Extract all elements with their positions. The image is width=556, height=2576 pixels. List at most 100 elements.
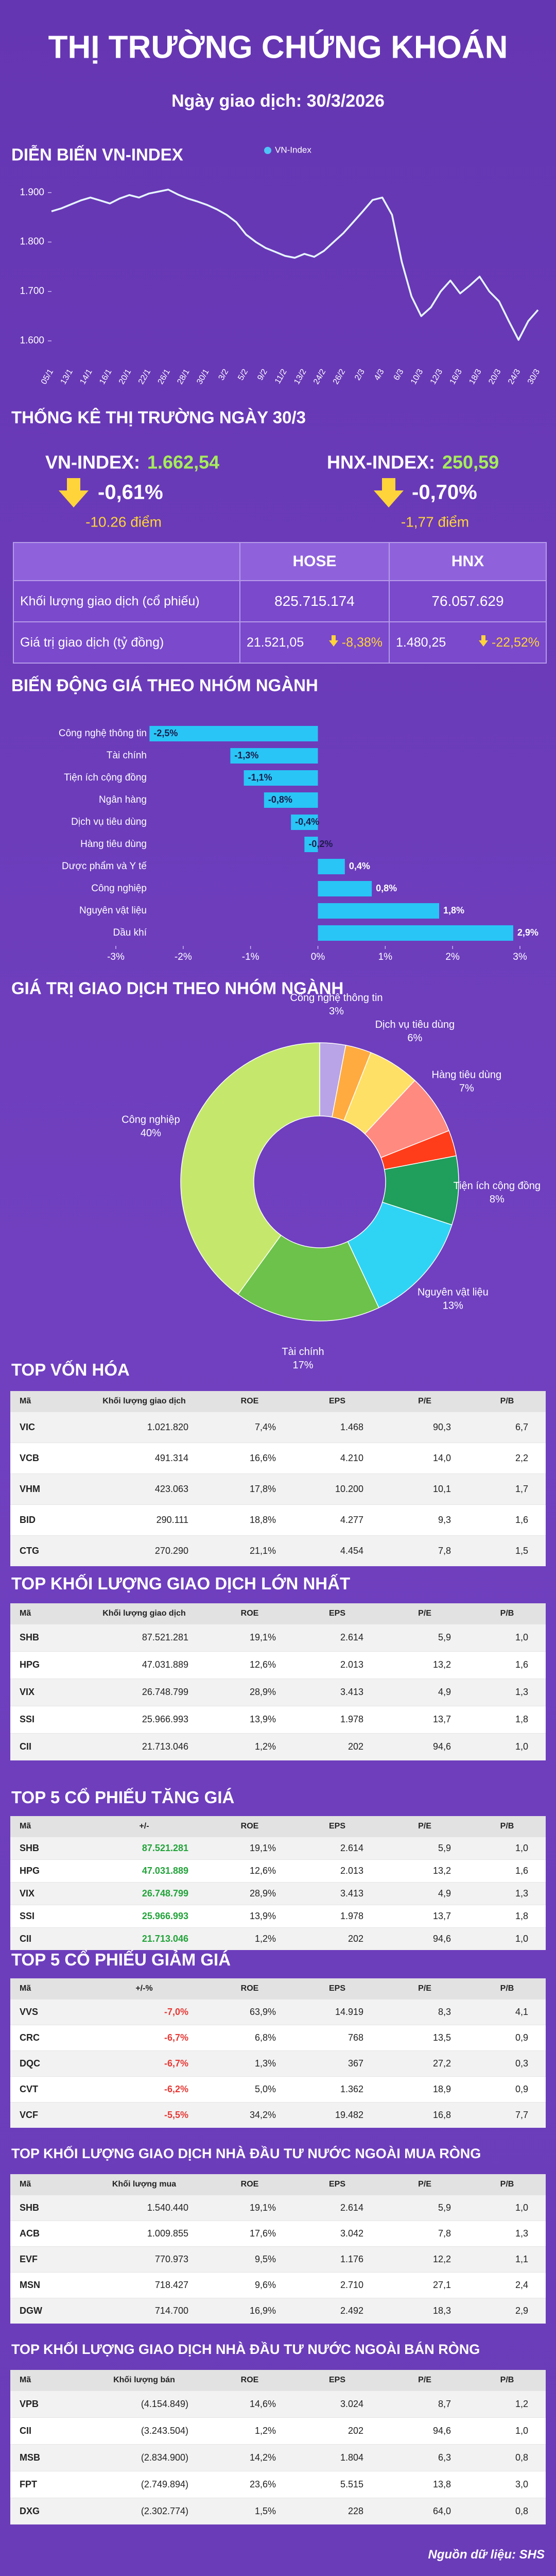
cell-change: -8,38% <box>328 635 383 650</box>
table-cell: 14.919 <box>293 1998 381 2025</box>
cell: 1.480,25 -22,52% <box>389 621 547 664</box>
table-cell: 290.111 <box>82 1504 206 1535</box>
x-tick-label: 3/2 <box>217 368 230 382</box>
table-cell: 1,8 <box>468 1705 546 1733</box>
table-cell: 2.614 <box>293 1623 381 1651</box>
x-tick-label: 13/1 <box>59 368 75 386</box>
table-cell: VHM <box>10 1473 82 1504</box>
bar <box>244 770 318 786</box>
table-cell: VVS <box>10 1998 82 2025</box>
table-cell: 18,8% <box>206 1504 293 1535</box>
column-header: Khối lượng mua <box>82 2174 206 2195</box>
value-label: -1,3% <box>234 750 258 760</box>
table-cell: 14,6% <box>206 2390 293 2417</box>
table-cell: 1,1 <box>468 2246 546 2272</box>
table-cell: 1,0 <box>468 2194 546 2221</box>
bar <box>318 903 439 919</box>
column-header: EPS <box>293 1603 381 1624</box>
column-header: HOSE <box>239 542 390 581</box>
x-tick-label: 11/2 <box>273 368 289 386</box>
table-cell: 1,5 <box>468 1535 546 1566</box>
table-row: VPB (4.154.849) 14,6% 3.024 8,7 1,2 <box>10 2390 546 2417</box>
table-cell: FPT <box>10 2470 82 2498</box>
column-header: EPS <box>293 1978 381 1999</box>
index-label: HNX-INDEX: <box>327 452 435 473</box>
table-cell: 270.290 <box>82 1535 206 1566</box>
table-row: FPT (2.749.894) 23,6% 5.515 13,8 3,0 <box>10 2470 546 2498</box>
index-value: 1.662,54 <box>147 452 219 473</box>
value-label: 2,9% <box>517 927 538 938</box>
index-change-pct: -0,61% <box>98 481 163 504</box>
table-cell: 9,3 <box>381 1504 468 1535</box>
bar <box>264 792 318 808</box>
column-header: +/-% <box>82 1978 206 1999</box>
table-cell: MSB <box>10 2444 82 2471</box>
table-cell: 2.614 <box>293 1836 381 1859</box>
table-cell: CII <box>10 1733 82 1760</box>
x-tick-label: 4/3 <box>373 368 386 382</box>
table-row: DXG (2.302.774) 1,5% 228 64,0 0,8 <box>10 2497 546 2524</box>
table-cell: 13,8 <box>381 2470 468 2498</box>
table-cell: 8,3 <box>381 1998 468 2025</box>
x-tick-label: 0% <box>311 952 325 962</box>
cell-value: 1.480,25 <box>396 635 446 650</box>
table-cell: 1,2% <box>206 2417 293 2444</box>
column-header: ROE <box>206 2174 293 2195</box>
column-header: Mã <box>10 2370 82 2391</box>
table-cell: 47.031.889 <box>82 1651 206 1679</box>
index-change-points: -1,77 điểm <box>401 514 469 530</box>
column-header: Mã <box>10 2174 82 2195</box>
cell-content: 1.480,25 -22,52% <box>396 635 540 650</box>
line-series <box>51 189 539 341</box>
table-cell: 9,6% <box>206 2272 293 2298</box>
table-cell: 94,6 <box>381 2417 468 2444</box>
table-cell: 13,2 <box>381 1651 468 1679</box>
index-change-pct: -0,70% <box>412 481 477 504</box>
table-cell: HPG <box>10 1651 82 1679</box>
table-cell: SHB <box>10 2194 82 2221</box>
column-header: EPS <box>293 1816 381 1837</box>
table-cell: CTG <box>10 1535 82 1566</box>
table-cell: 770.973 <box>82 2246 206 2272</box>
slice-value: 40% <box>141 1128 161 1139</box>
table-cell: 28,9% <box>206 1882 293 1905</box>
table-row: ACB 1.009.855 17,6% 3.042 7,8 1,3 <box>10 2220 546 2246</box>
column-header: P/E <box>381 2174 468 2195</box>
table-row: CII 21.713.046 1,2% 202 94,6 1,0 <box>10 1733 546 1760</box>
table-cell: CRC <box>10 2024 82 2050</box>
slice-label: Công nghệ thông tin <box>290 992 383 1004</box>
table-cell: 19.482 <box>293 2102 381 2128</box>
table-cell: CVT <box>10 2076 82 2102</box>
table-row: VIX 26.748.799 28,9% 3.413 4,9 1,3 <box>10 1678 546 1706</box>
column-header: P/B <box>468 2174 546 2195</box>
x-tick-label: 20/1 <box>117 368 133 386</box>
table-cell: SHB <box>10 1836 82 1859</box>
value-label: -0,2% <box>308 839 333 849</box>
table-row: CVT -6,2% 5,0% 1.362 18,9 0,9 <box>10 2076 546 2102</box>
table-cell: ACB <box>10 2220 82 2246</box>
table-cell: 202 <box>293 1927 381 1950</box>
value-label: 0,8% <box>376 883 397 893</box>
category-label: Dầu khí <box>113 927 147 938</box>
table-row: SHB 87.521.281 19,1% 2.614 5,9 1,0 <box>10 1836 546 1859</box>
row-label: Khối lượng giao dịch (cổ phiếu) <box>13 580 240 622</box>
table-cell: 12,6% <box>206 1859 293 1882</box>
table-cell: 19,1% <box>206 1836 293 1859</box>
column-header: Mã <box>10 1978 82 1999</box>
x-tick-label: 05/1 <box>40 368 55 386</box>
down-arrow <box>374 478 404 507</box>
table-cell: 4.210 <box>293 1442 381 1473</box>
x-tick-label: 24/3 <box>507 368 522 386</box>
header-row: Mã Khối lượng giao dịch ROE EPS P/E P/B <box>10 1603 546 1624</box>
table-row: MSN 718.427 9,6% 2.710 27,1 2,4 <box>10 2272 546 2298</box>
column-header: P/B <box>468 1603 546 1624</box>
table-cell: 14,2% <box>206 2444 293 2471</box>
column-header: ROE <box>206 1978 293 1999</box>
section-title: THỐNG KÊ THỊ TRƯỜNG NGÀY 30/3 <box>11 408 306 427</box>
table-cell: 17,8% <box>206 1473 293 1504</box>
table-cell: -5,5% <box>82 2102 206 2128</box>
table-cell: 34,2% <box>206 2102 293 2128</box>
table-cell: 94,6 <box>381 1733 468 1760</box>
table-cell: HPG <box>10 1859 82 1882</box>
